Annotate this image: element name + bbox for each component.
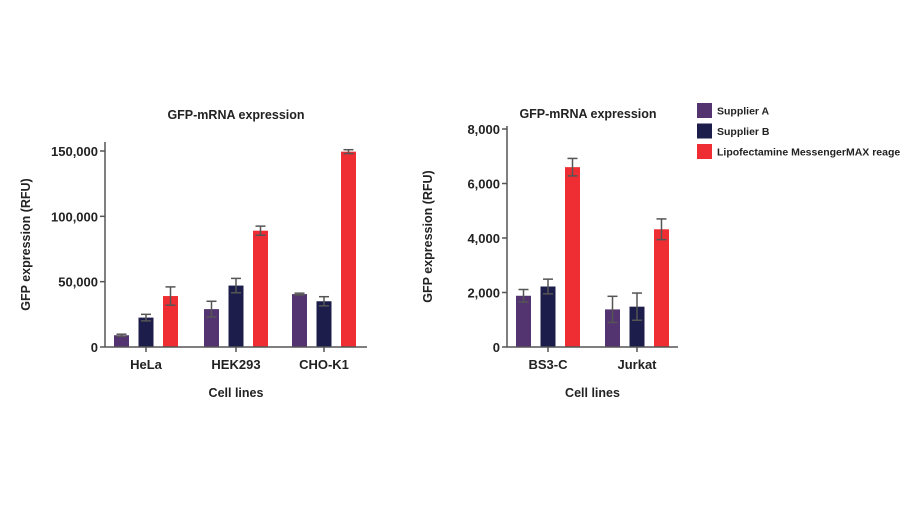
y-tick-label: 6,000 [467, 177, 500, 192]
bar-BS3-C-1 [516, 295, 531, 347]
bar-HeLa-2 [138, 317, 154, 347]
y-tick-label: 50,000 [58, 275, 98, 290]
chart-panel-1: GFP-mRNA expression Cell lines GFP express… [19, 108, 367, 400]
bar-HEK293-1 [204, 309, 219, 347]
legend-label: Supplier A [717, 106, 770, 118]
bar-BS3-C-3 [565, 167, 580, 347]
bar-CHO-K1-2 [316, 301, 332, 347]
x-tick-label: HeLa [130, 357, 163, 372]
bar-BS3-C-2 [540, 286, 556, 347]
legend-swatch [697, 123, 712, 139]
x-axis-label: Cell lines [209, 386, 264, 400]
legend-label: Lipofectamine MessengerMAX reagent [717, 147, 900, 159]
legend-label: Supplier B [717, 126, 770, 138]
y-axis-label: GFP expression (RFU) [421, 170, 435, 302]
bar-HeLa-3 [163, 296, 178, 347]
chart-title: GFP-mRNA expression [519, 107, 656, 121]
bar-CHO-K1-3 [341, 151, 356, 347]
x-axis-label: Cell lines [565, 386, 620, 400]
bar-HEK293-2 [228, 285, 244, 347]
bar-Jurkat-3 [654, 229, 669, 347]
x-tick-label: Jurkat [617, 357, 657, 372]
chart-title: GFP-mRNA expression [167, 108, 304, 122]
y-tick-label: 0 [493, 340, 500, 355]
x-tick-label: BS3-C [528, 357, 568, 372]
legend-swatch [697, 144, 712, 159]
y-tick-label: 150,000 [51, 144, 98, 159]
y-axis-label: GFP expression (RFU) [19, 178, 33, 310]
legend-swatch [697, 103, 712, 118]
bar-CHO-K1-1 [292, 294, 307, 347]
y-tick-label: 8,000 [467, 122, 500, 137]
bar-Jurkat-2 [629, 306, 645, 347]
legend: Supplier A Supplier B Lipofectamine Messen… [697, 103, 900, 159]
bar-Jurkat-1 [605, 309, 620, 347]
x-tick-label: HEK293 [211, 357, 260, 372]
y-tick-label: 0 [91, 340, 98, 355]
x-tick-label: CHO-K1 [299, 357, 349, 372]
bar-HeLa-1 [114, 335, 129, 347]
chart-panel-2: GFP-mRNA expression Cell lines GFP express… [421, 107, 678, 400]
y-tick-label: 2,000 [467, 286, 500, 301]
y-tick-label: 100,000 [51, 209, 98, 224]
bar-HEK293-3 [253, 230, 268, 347]
y-tick-label: 4,000 [467, 231, 500, 246]
